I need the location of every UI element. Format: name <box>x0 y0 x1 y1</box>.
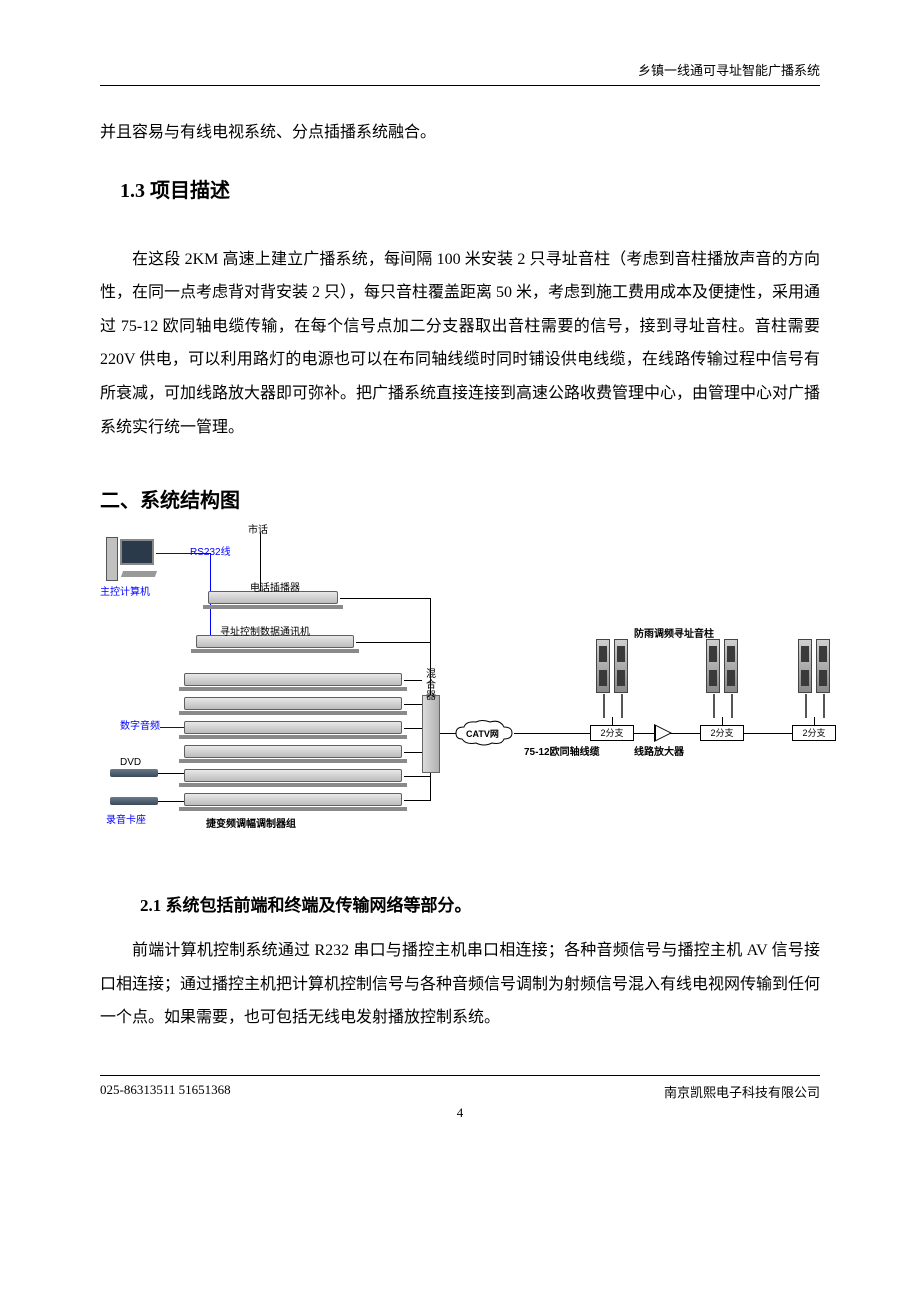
system-structure-diagram: 市话 RS232线 主控计算机 电话插播器 寻址控制数据通讯机 数字音频 DVD <box>100 521 830 861</box>
label-phone-insert: 电话插播器 <box>250 579 300 594</box>
rack-mod-1 <box>184 673 402 686</box>
paragraph-1-3: 在这段 2KM 高速上建立广播系统，每间隔 100 米安装 2 只寻址音柱（考虑… <box>100 243 820 445</box>
rack-mod-4 <box>184 745 402 758</box>
tape-deck-icon <box>110 797 158 805</box>
heading-1-3: 1.3 项目描述 <box>120 174 820 203</box>
label-speaker: 防雨调频寻址音柱 <box>634 625 714 640</box>
w-r2a <box>356 642 430 643</box>
label-line-amp: 线路放大器 <box>634 743 684 758</box>
rack-mod-6 <box>184 793 402 806</box>
keyboard-icon <box>121 571 157 577</box>
label-dvd: DVD <box>120 757 141 768</box>
branch-box-3: 2分支 <box>792 725 836 741</box>
heading-2: 二、系统结构图 <box>100 484 820 513</box>
page-footer: 025-86313511 51651368 南京凯熙电子科技有限公司 <box>100 1075 820 1101</box>
w-sp3 <box>814 717 815 725</box>
wire-rs232-h <box>156 553 210 554</box>
speaker-2a <box>706 639 720 693</box>
footer-company: 南京凯熙电子科技有限公司 <box>664 1082 820 1101</box>
branch-box-2: 2分支 <box>700 725 744 741</box>
dvd-icon <box>110 769 158 777</box>
w-m4 <box>404 752 422 753</box>
catv-cloud-icon: CATV网 <box>454 719 514 747</box>
w-m3 <box>404 728 422 729</box>
w-r1a <box>340 598 430 599</box>
rack-mod-2 <box>184 697 402 710</box>
wire-dvd <box>158 773 184 774</box>
rack-mod-5 <box>184 769 402 782</box>
wire-tape <box>158 801 184 802</box>
w-m1 <box>404 680 422 681</box>
speaker-1b <box>614 639 628 693</box>
label-mixer: 混合器 <box>426 669 436 702</box>
pc-tower-icon <box>106 537 118 581</box>
speaker-3b <box>816 639 830 693</box>
w-sp1 <box>612 717 613 725</box>
label-rec-deck: 录音卡座 <box>106 811 146 826</box>
label-digital-audio: 数字音频 <box>120 717 160 732</box>
speaker-1a <box>596 639 610 693</box>
branch-box-1: 2分支 <box>590 725 634 741</box>
line-amp-icon <box>654 724 672 742</box>
page-header: 乡镇一线通可寻址智能广播系统 <box>100 60 820 86</box>
speaker-3a <box>798 639 812 693</box>
w-m2 <box>404 704 422 705</box>
mixer-icon <box>422 695 440 773</box>
label-host-pc: 主控计算机 <box>100 583 150 598</box>
w-m5b <box>430 773 431 801</box>
footer-phone: 025-86313511 51651368 <box>100 1082 231 1101</box>
label-addr-modem: 寻址控制数据通讯机 <box>220 623 310 638</box>
w-r1b <box>430 598 431 695</box>
w-m5 <box>404 776 430 777</box>
label-modulator: 捷变频调幅调制器组 <box>206 815 296 830</box>
heading-2-1: 2.1 系统包括前端和终端及传输网络等部分。 <box>140 891 820 916</box>
w-sp2 <box>722 717 723 725</box>
label-shihua: 市话 <box>248 521 268 536</box>
monitor-icon <box>120 539 154 565</box>
w-m6 <box>404 800 430 801</box>
wire-digaudio <box>160 727 184 728</box>
paragraph-2-1: 前端计算机控制系统通过 R232 串口与播控主机串口相连接；各种音频信号与播控主… <box>100 934 820 1035</box>
label-catv: CATV网 <box>466 727 499 740</box>
page-number: 4 <box>100 1105 820 1121</box>
speaker-2b <box>724 639 738 693</box>
label-coax: 75-12欧同轴线缆 <box>524 743 600 758</box>
rack-mod-3 <box>184 721 402 734</box>
intro-line: 并且容易与有线电视系统、分点插播系统融合。 <box>100 116 820 150</box>
